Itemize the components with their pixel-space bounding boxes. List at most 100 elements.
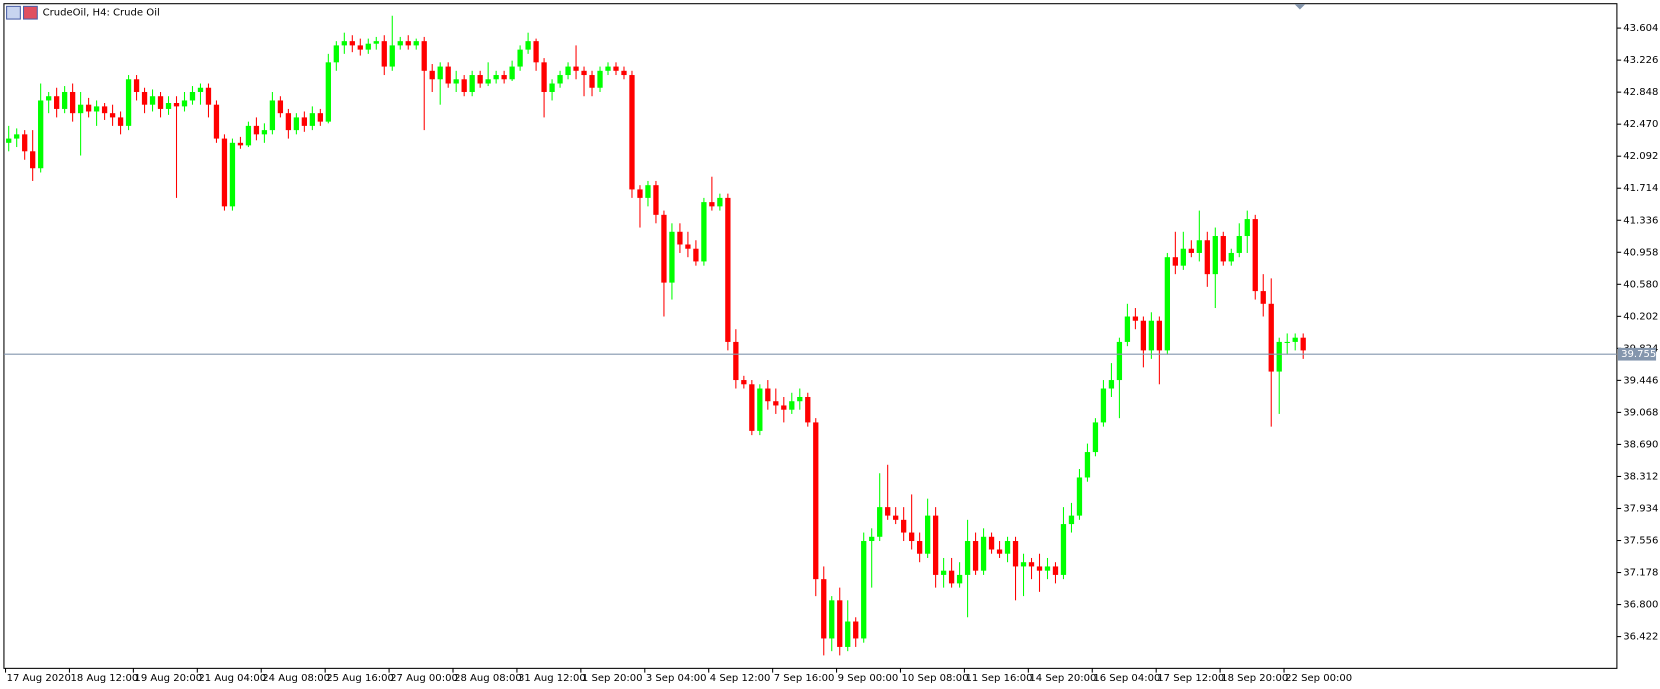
candle-body xyxy=(525,41,531,50)
candle-body xyxy=(1300,337,1306,351)
candle-body xyxy=(365,43,371,50)
candle-body xyxy=(46,96,52,101)
candle-body xyxy=(916,541,923,554)
candle-body xyxy=(972,541,979,571)
candle-body xyxy=(988,536,995,550)
candle-body xyxy=(1292,337,1298,342)
x-tick-label: 4 Sep 12:00 xyxy=(710,673,771,684)
x-tick-label: 17 Sep 12:00 xyxy=(1157,673,1224,684)
candle-body xyxy=(93,106,100,112)
candle-body xyxy=(1180,248,1186,266)
candle-body xyxy=(389,45,395,67)
x-tick-label: 18 Sep 20:00 xyxy=(1221,673,1288,684)
candle-body xyxy=(909,532,915,542)
candle-body xyxy=(253,125,260,135)
candle-body xyxy=(645,185,651,198)
y-tick-label: 36.800 xyxy=(1623,600,1658,611)
candle-body xyxy=(181,100,188,107)
candle-body xyxy=(1076,477,1083,516)
candle-body xyxy=(885,507,891,516)
candle-body xyxy=(1228,252,1234,262)
candle-body xyxy=(845,621,851,647)
candle-body xyxy=(1276,341,1282,372)
x-tick-label: 1 Sep 20:00 xyxy=(582,673,643,684)
y-tick-label: 37.934 xyxy=(1623,503,1658,514)
y-tick-label: 40.202 xyxy=(1623,311,1658,322)
candle-body xyxy=(1212,236,1218,275)
plot-frame xyxy=(3,3,1618,669)
candle-body xyxy=(405,41,411,46)
candle-body xyxy=(117,117,124,126)
candle-body xyxy=(30,151,36,169)
candle-body xyxy=(61,91,68,109)
candle-body xyxy=(1052,566,1059,575)
y-tick-label: 43.226 xyxy=(1623,55,1658,66)
candle-body xyxy=(1108,380,1115,389)
candle-body xyxy=(285,113,292,131)
candle-body xyxy=(1044,566,1051,571)
candle-body xyxy=(940,570,947,575)
candle-body xyxy=(469,75,475,92)
candle-body xyxy=(373,41,379,44)
candle-body xyxy=(1164,257,1171,351)
candle-body xyxy=(38,100,44,169)
candle-body xyxy=(1100,388,1107,423)
candle-body xyxy=(69,91,76,114)
candle-body xyxy=(797,396,803,402)
candle-body xyxy=(477,75,483,84)
x-tick-label: 10 Sep 08:00 xyxy=(902,673,969,684)
candle-body xyxy=(1156,320,1163,351)
candle-body xyxy=(173,103,180,107)
candle-body xyxy=(85,104,92,112)
candle-body xyxy=(549,83,555,92)
y-tick-label: 40.580 xyxy=(1623,279,1658,290)
candle-body xyxy=(733,341,739,381)
candle-body xyxy=(22,134,28,152)
candle-body xyxy=(213,104,220,139)
y-tick-label: 37.178 xyxy=(1623,568,1658,579)
candle-body xyxy=(1236,236,1242,253)
candle-body xyxy=(669,231,675,283)
candle-body xyxy=(1260,291,1266,304)
candle-body xyxy=(701,202,707,262)
candle-body xyxy=(629,75,635,190)
candle-body xyxy=(325,62,331,122)
candle-body xyxy=(741,380,747,385)
x-tick-label: 18 Aug 12:00 xyxy=(71,673,139,684)
candle-body xyxy=(757,388,763,431)
candle-body xyxy=(541,62,547,92)
candle-body xyxy=(205,87,212,105)
x-tick-label: 22 Sep 00:00 xyxy=(1285,673,1352,684)
candle-body xyxy=(429,70,435,80)
candle-body xyxy=(589,75,595,88)
candle-body xyxy=(1060,524,1067,575)
candle-body xyxy=(141,91,148,105)
candle-body xyxy=(189,91,196,101)
candle-body xyxy=(413,41,419,46)
y-tick-label: 39.446 xyxy=(1623,375,1658,386)
candle-body xyxy=(893,515,899,520)
candle-body xyxy=(1204,240,1210,275)
candle-body xyxy=(1220,236,1226,262)
candle-body xyxy=(613,66,619,71)
candle-body xyxy=(685,244,691,249)
candle-body xyxy=(964,541,971,575)
candle-body xyxy=(1140,320,1147,351)
candle-body xyxy=(805,396,811,423)
candle-body xyxy=(101,106,108,114)
x-tick-label: 27 Aug 00:00 xyxy=(390,673,458,684)
candle-body xyxy=(948,570,955,584)
candle-body xyxy=(717,197,723,207)
candle-body xyxy=(621,70,627,76)
candle-body xyxy=(956,574,963,584)
candle-body xyxy=(317,113,323,122)
icon xyxy=(6,5,21,20)
candle-body xyxy=(277,100,284,114)
candle-body xyxy=(773,401,779,406)
candle-body xyxy=(109,113,116,118)
candle-body xyxy=(333,45,339,63)
candle-body xyxy=(6,138,12,143)
x-tick-label: 25 Aug 16:00 xyxy=(326,673,394,684)
candle-body xyxy=(877,507,883,537)
